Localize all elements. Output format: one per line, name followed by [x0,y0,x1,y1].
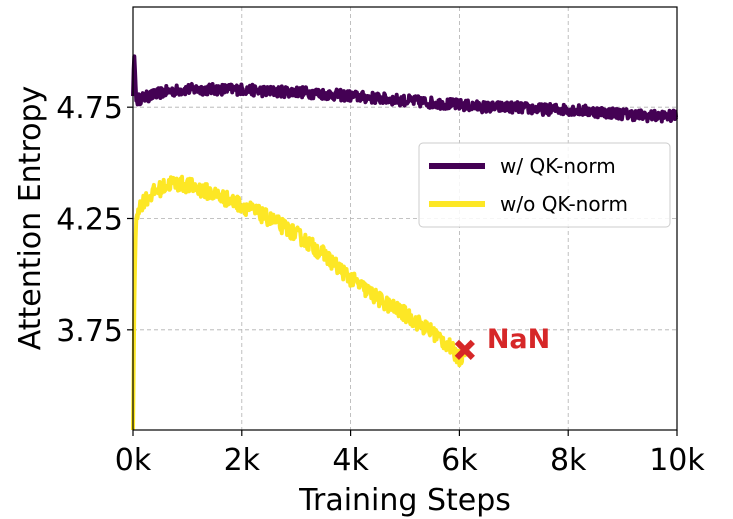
x-tick-label: 0k [115,443,152,478]
legend: w/ QK-norm w/o QK-norm [418,142,671,228]
x-tick-label: 4k [332,443,369,478]
nan-marker [454,339,475,360]
y-axis-title: Attention Entropy [13,86,48,351]
series-layer [131,54,679,431]
nan-label: NaN [487,324,550,355]
x-tick-label: 6k [441,443,478,478]
x-tick-label: 2k [224,443,261,478]
x-tick-label: 10k [649,443,705,478]
series-line-1 [131,174,467,431]
legend-label-1: w/o QK-norm [500,192,628,216]
y-tick-label: 3.75 [56,314,123,349]
annotation-layer: NaN [454,324,550,360]
series-line-0 [131,54,679,124]
legend-label-0: w/ QK-norm [500,154,616,178]
y-tick-label: 4.25 [56,203,123,238]
y-tick-label: 4.75 [56,91,123,126]
x-axis-title: Training Steps [298,483,511,518]
ticks: 0k 2k 4k 6k 8k 10k 3.75 4.25 4.75 [56,91,705,478]
x-tick-label: 8k [550,443,587,478]
